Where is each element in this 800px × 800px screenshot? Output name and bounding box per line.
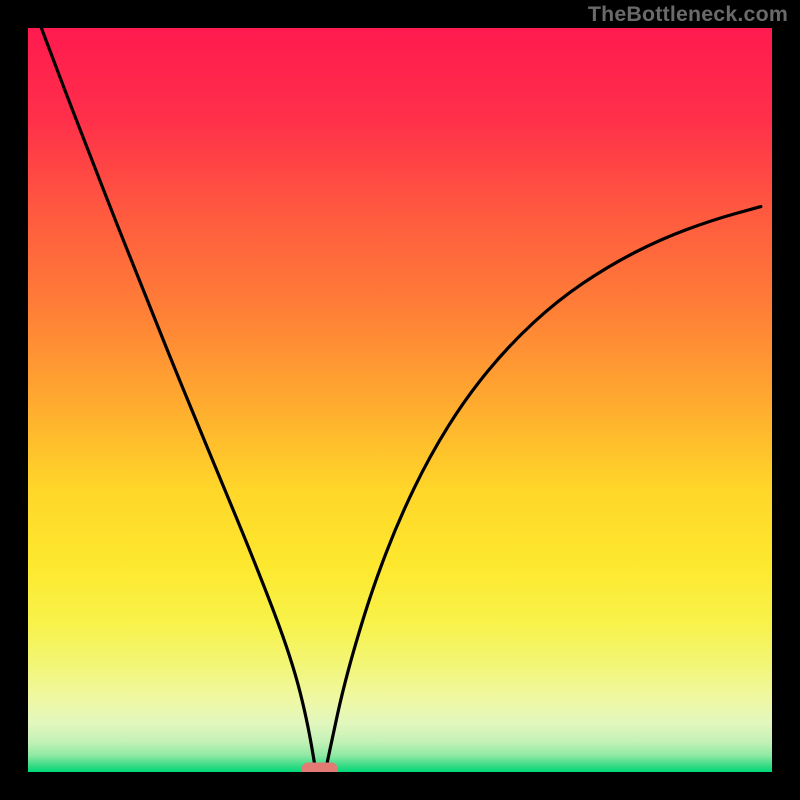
frame-border <box>0 0 28 800</box>
gradient-background <box>28 28 772 772</box>
frame-border <box>772 0 800 800</box>
bottleneck-curve-chart <box>0 0 800 800</box>
chart-stage: TheBottleneck.com <box>0 0 800 800</box>
watermark-text: TheBottleneck.com <box>588 2 788 27</box>
frame-border <box>0 772 800 800</box>
